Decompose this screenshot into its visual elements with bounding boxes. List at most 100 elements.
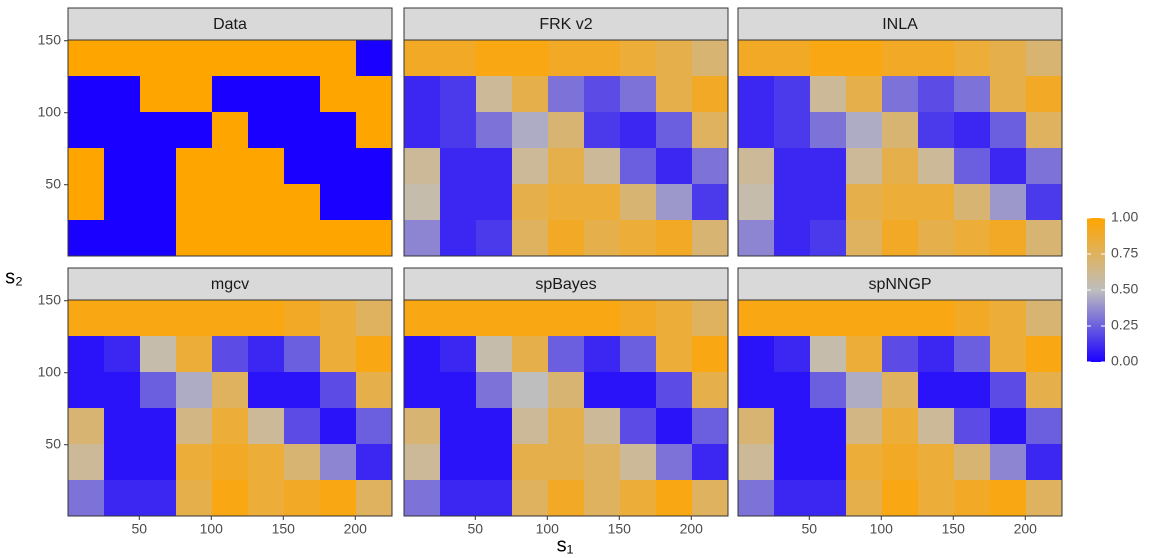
raster-cell: [656, 148, 693, 185]
raster-cell: [548, 184, 585, 221]
raster-cell: [846, 372, 883, 409]
raster-cell: [284, 184, 321, 221]
raster-cell: [954, 76, 991, 113]
raster-cell: [954, 444, 991, 481]
raster-cell: [692, 408, 729, 445]
raster-cell: [656, 184, 693, 221]
raster-cell: [738, 336, 775, 373]
raster-cell: [846, 220, 883, 257]
raster-cell: [320, 76, 357, 113]
raster-cell: [1026, 480, 1063, 517]
raster-cell: [284, 408, 321, 445]
panel-border: [67, 299, 393, 517]
raster-cell: [810, 40, 847, 77]
raster-cell: [476, 336, 513, 373]
strip: [403, 267, 729, 301]
raster-cell: [248, 336, 285, 373]
raster-cell: [176, 148, 213, 185]
raster-cell: [512, 372, 549, 409]
panel-border: [67, 39, 393, 257]
raster-cell: [212, 408, 249, 445]
raster-cell: [320, 372, 357, 409]
raster-cell: [404, 300, 441, 337]
raster-cell: [738, 300, 775, 337]
raster-cell: [68, 444, 105, 481]
raster-cell: [692, 220, 729, 257]
y-tick-label: 100: [38, 363, 62, 379]
raster-cell: [104, 408, 141, 445]
raster-cell: [104, 40, 141, 77]
raster-cell: [104, 76, 141, 113]
colorbar-label: 0.00: [1111, 353, 1138, 369]
raster-cell: [320, 40, 357, 77]
raster-cell: [882, 112, 919, 149]
raster-cell: [1026, 76, 1063, 113]
raster-cell: [954, 408, 991, 445]
strip: [737, 267, 1063, 301]
raster-cell: [212, 480, 249, 517]
raster-cell: [284, 220, 321, 257]
colorbar-label: 1.00: [1111, 209, 1138, 225]
raster-cell: [918, 184, 955, 221]
strip-label: spNNGP: [868, 276, 931, 293]
x-tick-label: 50: [131, 521, 147, 537]
raster-cell: [440, 372, 477, 409]
raster-cell: [212, 40, 249, 77]
raster-cell: [620, 480, 657, 517]
raster-cell: [320, 148, 357, 185]
raster-cell: [882, 444, 919, 481]
raster-cell: [512, 300, 549, 337]
raster-cell: [176, 444, 213, 481]
raster-cell: [68, 336, 105, 373]
raster-cell: [404, 148, 441, 185]
raster-cell: [692, 480, 729, 517]
y-tick-label: 150: [38, 291, 62, 307]
raster-cell: [248, 408, 285, 445]
x-tick-label: 50: [467, 521, 483, 537]
raster-cell: [846, 40, 883, 77]
raster-cell: [476, 148, 513, 185]
raster-cell: [990, 112, 1027, 149]
strip: [737, 7, 1063, 41]
raster-cell: [140, 480, 177, 517]
raster-cell: [882, 480, 919, 517]
raster-cell: [620, 300, 657, 337]
raster-cell: [692, 444, 729, 481]
raster-cell: [404, 480, 441, 517]
raster-cell: [656, 300, 693, 337]
raster-cell: [1026, 40, 1063, 77]
raster-cell: [1026, 372, 1063, 409]
raster-cell: [176, 336, 213, 373]
raster-cell: [846, 300, 883, 337]
raster-cell: [548, 444, 585, 481]
raster-cell: [104, 336, 141, 373]
raster-cell: [176, 408, 213, 445]
raster-cell: [284, 300, 321, 337]
raster-cell: [774, 480, 811, 517]
raster-cell: [320, 336, 357, 373]
raster-cell: [356, 372, 393, 409]
raster-cell: [212, 444, 249, 481]
raster-cell: [918, 480, 955, 517]
raster-cell: [248, 220, 285, 257]
raster-cell: [954, 112, 991, 149]
raster-cell: [620, 184, 657, 221]
raster-cell: [356, 300, 393, 337]
strip: [67, 7, 393, 41]
raster-cell: [584, 148, 621, 185]
raster-cell: [320, 300, 357, 337]
raster-cell: [692, 336, 729, 373]
raster-cell: [918, 300, 955, 337]
raster-cell: [954, 40, 991, 77]
strip-label: Data: [213, 16, 247, 33]
raster-cell: [738, 444, 775, 481]
raster-cell: [512, 40, 549, 77]
raster-cell: [140, 336, 177, 373]
panel-border: [403, 299, 729, 517]
raster-cell: [548, 300, 585, 337]
raster-cell: [356, 40, 393, 77]
raster-cell: [774, 76, 811, 113]
raster-cell: [512, 112, 549, 149]
raster-cell: [810, 336, 847, 373]
x-tick-label: 150: [942, 521, 966, 537]
